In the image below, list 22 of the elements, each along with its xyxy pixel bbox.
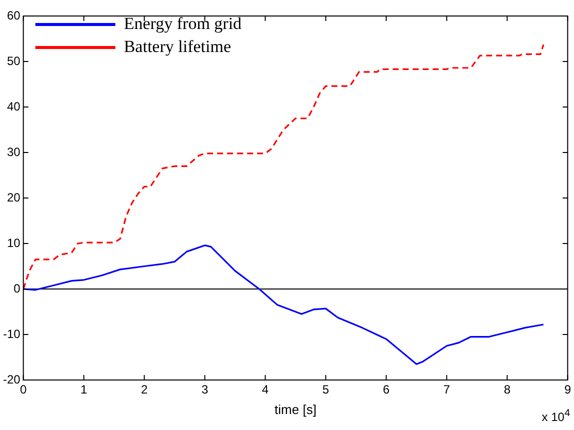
x-tick-label: 5 xyxy=(322,382,330,397)
y-tick-label: -10 xyxy=(3,326,21,341)
legend-label: Battery lifetime xyxy=(124,36,231,56)
x-tick-label: 3 xyxy=(201,382,208,397)
y-tick-label: 50 xyxy=(6,54,21,68)
x-tick-label: 1 xyxy=(80,382,88,397)
x-axis-title: time [s] xyxy=(274,402,316,417)
y-tick-label: 60 xyxy=(6,8,21,22)
y-tick-label: -20 xyxy=(3,372,21,386)
legend-label: Energy from grid xyxy=(124,14,242,33)
x-tick-label: 6 xyxy=(382,382,390,397)
x-tick-label: 4 xyxy=(262,382,269,397)
y-tick-label: 10 xyxy=(6,236,21,250)
x-tick-label: 8 xyxy=(504,382,511,397)
y-tick-label: 30 xyxy=(6,144,21,159)
y-tick-label: 20 xyxy=(6,190,21,204)
x-tick-label: 9 xyxy=(564,382,572,397)
y-tick-label: 40 xyxy=(6,99,21,114)
x-tick-label: 2 xyxy=(140,382,148,397)
y-tick-label: 0 xyxy=(14,281,21,296)
x-tick-label: 7 xyxy=(443,382,450,397)
text: x 10$^{4}$ xyxy=(542,408,570,424)
